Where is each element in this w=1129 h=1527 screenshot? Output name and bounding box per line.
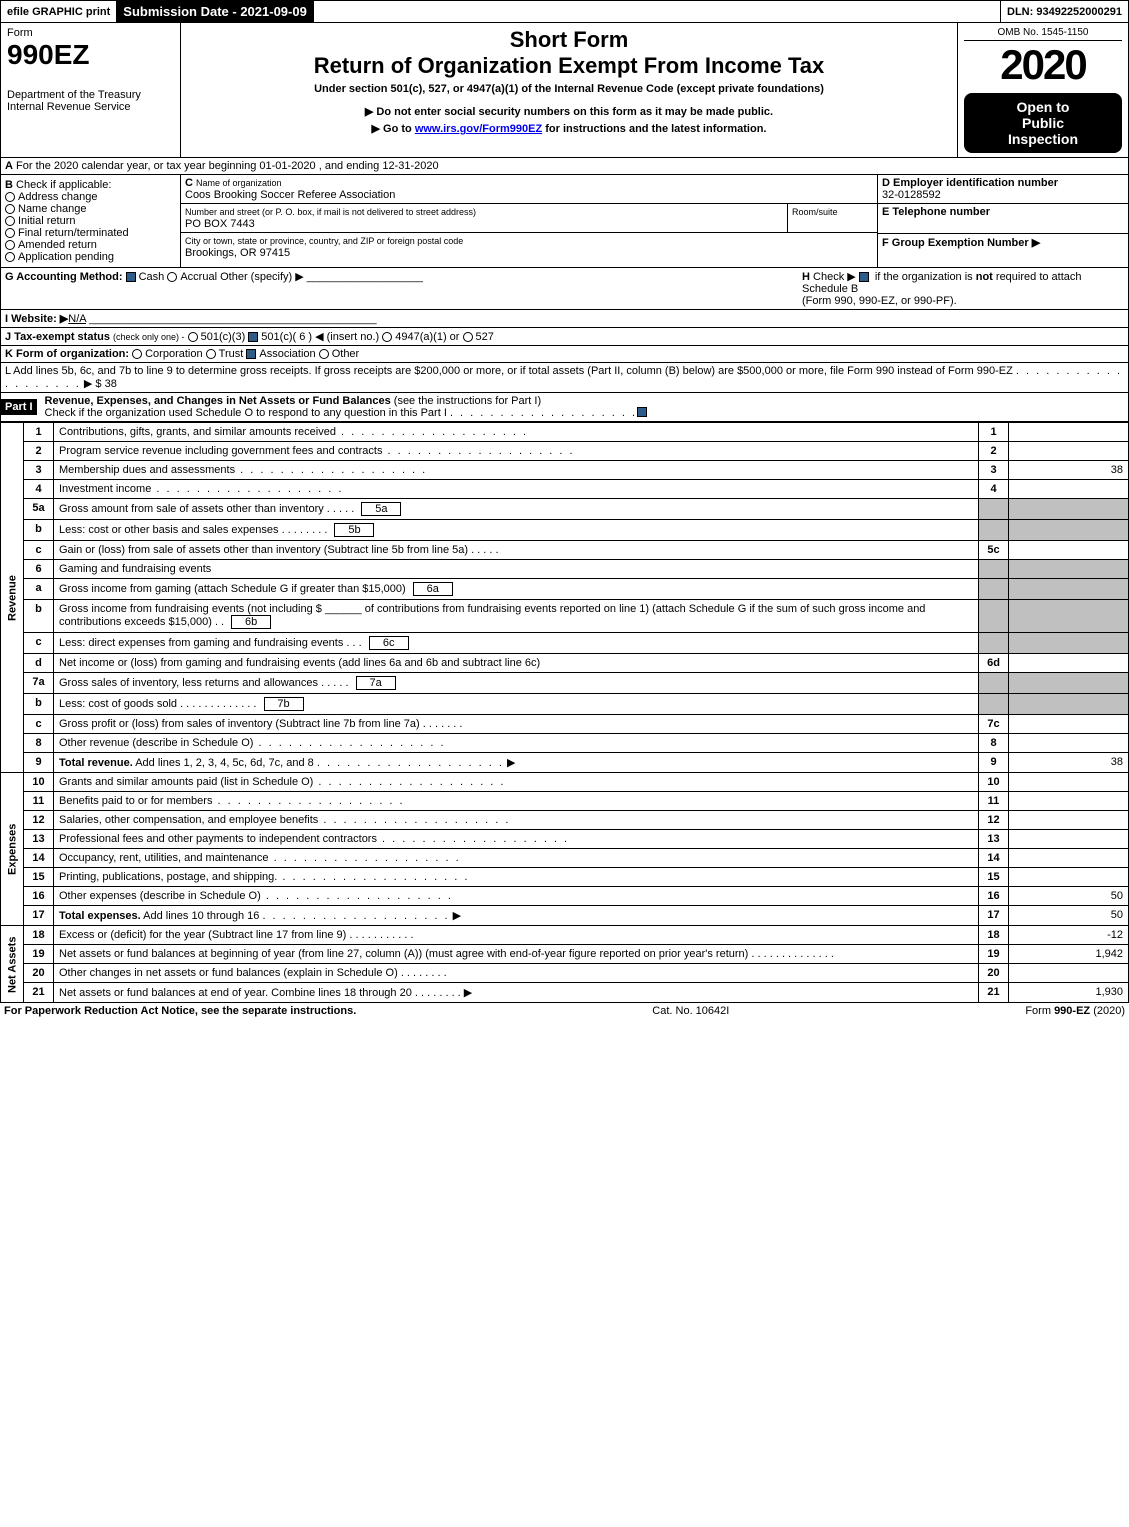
check-application-pending[interactable] <box>5 252 15 262</box>
line8-amount <box>1009 734 1129 753</box>
main-title: Return of Organization Exempt From Incom… <box>189 53 949 79</box>
line10-amount <box>1009 773 1129 792</box>
check-other-org[interactable] <box>319 349 329 359</box>
check-4947a1[interactable] <box>382 332 392 342</box>
irs: Internal Revenue Service <box>7 101 174 113</box>
check-name-change[interactable] <box>5 204 15 214</box>
ein: 32-0128592 <box>882 189 941 201</box>
check-schedule-o-part1[interactable] <box>637 407 647 417</box>
dln: DLN: 93492252000291 <box>1001 1 1128 22</box>
check-527[interactable] <box>463 332 473 342</box>
page-footer: For Paperwork Reduction Act Notice, see … <box>0 1003 1129 1019</box>
line-i: I Website: ▶N/A ________________________… <box>0 310 1129 328</box>
check-trust[interactable] <box>206 349 216 359</box>
line13-amount <box>1009 830 1129 849</box>
line3-amount: 38 <box>1009 461 1129 480</box>
line1-amount <box>1009 423 1129 442</box>
line6d-amount <box>1009 654 1129 673</box>
line-l: L Add lines 5b, 6c, and 7b to line 9 to … <box>0 363 1129 393</box>
header-left: Form 990EZ Department of the Treasury In… <box>1 23 181 157</box>
check-schedule-b-not-required[interactable] <box>859 272 869 282</box>
no-ssn-warning: ▶ Do not enter social security numbers o… <box>189 105 949 118</box>
line17-amount: 50 <box>1009 906 1129 926</box>
check-final-return[interactable] <box>5 228 15 238</box>
org-name: Coos Brooking Soccer Referee Association <box>185 189 395 201</box>
bcdef-block: B Check if applicable: Address change Na… <box>0 175 1129 268</box>
check-501c3[interactable] <box>188 332 198 342</box>
form-word: Form <box>7 27 174 39</box>
line14-amount <box>1009 849 1129 868</box>
line7c-amount <box>1009 715 1129 734</box>
org-city: Brookings, OR 97415 <box>185 247 290 259</box>
top-bar: efile GRAPHIC print Submission Date - 20… <box>0 0 1129 23</box>
line12-amount <box>1009 811 1129 830</box>
line5c-amount <box>1009 541 1129 560</box>
efile-print[interactable]: efile GRAPHIC print <box>1 1 117 22</box>
section-def: D Employer identification number 32-0128… <box>878 175 1128 267</box>
short-form-title: Short Form <box>189 27 949 53</box>
revenue-label: Revenue <box>1 423 24 773</box>
gross-receipts: ▶ $ 38 <box>84 378 117 390</box>
line20-amount <box>1009 964 1129 983</box>
line11-amount <box>1009 792 1129 811</box>
header-mid: Short Form Return of Organization Exempt… <box>181 23 958 157</box>
part1-label: Part I <box>1 399 37 415</box>
line15-amount <box>1009 868 1129 887</box>
goto-line: ▶ Go to www.irs.gov/Form990EZ for instru… <box>189 122 949 135</box>
dept-treasury: Department of the Treasury <box>7 89 174 101</box>
line21-amount: 1,930 <box>1009 983 1129 1003</box>
line-k: K Form of organization: Corporation Trus… <box>0 346 1129 363</box>
check-association[interactable] <box>246 349 256 359</box>
line16-amount: 50 <box>1009 887 1129 906</box>
line-a: A For the 2020 calendar year, or tax yea… <box>0 158 1129 175</box>
section-c: C Name of organization Coos Brooking Soc… <box>181 175 878 267</box>
line2-amount <box>1009 442 1129 461</box>
line9-amount: 38 <box>1009 753 1129 773</box>
form-number: 990EZ <box>7 39 174 71</box>
check-address-change[interactable] <box>5 192 15 202</box>
net-assets-label: Net Assets <box>1 926 24 1003</box>
part1-header-row: Part I Revenue, Expenses, and Changes in… <box>0 393 1129 422</box>
check-accrual[interactable] <box>167 272 177 282</box>
form990ez-link[interactable]: www.irs.gov/Form990EZ <box>415 123 542 135</box>
top-bar-spacer <box>314 1 1001 22</box>
line18-amount: -12 <box>1009 926 1129 945</box>
website: N/A <box>68 313 86 325</box>
open-to-public: Open to Public Inspection <box>964 93 1122 153</box>
check-cash[interactable] <box>126 272 136 282</box>
tax-year: 2020 <box>964 41 1122 89</box>
line19-amount: 1,942 <box>1009 945 1129 964</box>
check-initial-return[interactable] <box>5 216 15 226</box>
section-b: B Check if applicable: Address change Na… <box>1 175 181 267</box>
part1-table: Revenue 1 Contributions, gifts, grants, … <box>0 422 1129 1003</box>
expenses-label: Expenses <box>1 773 24 926</box>
header-right: OMB No. 1545-1150 2020 Open to Public In… <box>958 23 1128 157</box>
check-corporation[interactable] <box>132 349 142 359</box>
omb-number: OMB No. 1545-1150 <box>964 27 1122 41</box>
org-address: PO BOX 7443 <box>185 218 255 230</box>
check-501c[interactable] <box>248 332 258 342</box>
under-section: Under section 501(c), 527, or 4947(a)(1)… <box>189 83 949 95</box>
form-header: Form 990EZ Department of the Treasury In… <box>0 23 1129 158</box>
line-j: J Tax-exempt status (check only one) - 5… <box>0 328 1129 346</box>
check-amended-return[interactable] <box>5 240 15 250</box>
line-g-h: G Accounting Method: Cash Accrual Other … <box>0 268 1129 310</box>
submission-date: Submission Date - 2021-09-09 <box>117 1 314 22</box>
line4-amount <box>1009 480 1129 499</box>
